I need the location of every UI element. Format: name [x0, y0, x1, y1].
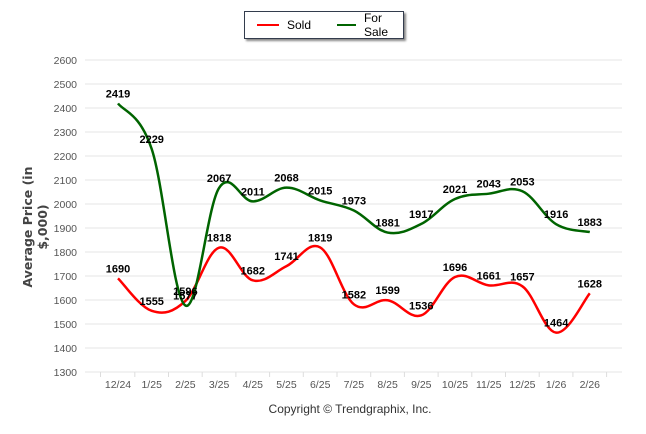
y-tick-label: 2200 — [54, 151, 78, 163]
data-label-for-sale: 2053 — [510, 176, 534, 188]
x-tick-label: 1/26 — [546, 379, 567, 391]
data-label-for-sale: 2011 — [241, 186, 265, 198]
x-tick-label: 10/25 — [442, 379, 468, 391]
series-lines — [116, 102, 591, 334]
data-label-sold: 1536 — [409, 300, 433, 312]
legend: Sold For Sale — [244, 11, 404, 39]
data-label-for-sale: 2068 — [274, 173, 298, 185]
x-tick-label: 3/25 — [209, 379, 230, 391]
copyright: Copyright © Trendgraphix, Inc. — [268, 402, 432, 416]
x-tick-label: 4/25 — [243, 379, 264, 391]
data-labels: 1690 1555 1596 1818 1682 1741 1819 1582 1599 1536… — [106, 88, 602, 329]
x-tick-label: 9/25 — [411, 379, 432, 391]
data-label-sold: 1582 — [342, 289, 366, 301]
x-tick-label: 11/25 — [476, 379, 502, 391]
data-label-sold: 1690 — [106, 263, 130, 275]
y-tick-label: 1500 — [54, 319, 78, 331]
y-tick-label: 2400 — [54, 103, 78, 115]
data-label-sold: 1741 — [274, 251, 298, 263]
data-label-for-sale: 2043 — [476, 179, 500, 191]
y-tick-label: 1300 — [54, 367, 78, 379]
data-label-sold: 1596 — [173, 286, 197, 298]
x-tick-label: 2/25 — [175, 379, 196, 391]
data-label-sold: 1696 — [443, 262, 467, 274]
data-label-sold: 1657 — [510, 271, 534, 283]
y-axis-label: Average Price (in $,000) — [20, 166, 50, 288]
y-tick-label: 1600 — [54, 295, 78, 307]
legend-label-for-sale: For Sale — [363, 11, 388, 39]
data-label-for-sale: 1973 — [342, 195, 366, 207]
data-label-for-sale: 2021 — [443, 184, 467, 196]
data-label-sold: 1464 — [544, 318, 569, 330]
x-tick-label: 5/25 — [276, 379, 297, 391]
sold-swatch — [257, 24, 279, 26]
data-label-sold: 1661 — [476, 270, 500, 282]
y-tick-label: 1400 — [54, 343, 78, 355]
data-label-for-sale: 2419 — [106, 88, 130, 100]
data-label-sold: 1819 — [308, 232, 332, 244]
gridlines — [85, 59, 622, 373]
data-label-sold: 1682 — [241, 265, 265, 277]
x-tick-label: 12/25 — [509, 379, 535, 391]
y-tick-label: 1700 — [54, 271, 78, 283]
x-tick-label: 7/25 — [344, 379, 365, 391]
data-label-sold: 1628 — [578, 278, 602, 290]
data-label-sold: 1555 — [139, 296, 163, 308]
legend-item-sold[interactable]: Sold — [257, 18, 311, 32]
y-tick-label: 2300 — [54, 127, 78, 139]
x-tick-label: 1/25 — [141, 379, 162, 391]
data-label-sold: 1599 — [375, 285, 399, 297]
data-label-sold: 1818 — [207, 233, 231, 245]
x-tick-label: 12/24 — [105, 379, 131, 391]
y-tick-label: 1900 — [54, 223, 78, 235]
y-axis-ticks: 1300 1400 1500 1600 1700 1800 1900 2000 2100 2200… — [54, 55, 78, 379]
series-line-for-sale — [116, 102, 591, 307]
y-tick-label: 1800 — [54, 247, 78, 259]
y-tick-label: 2100 — [54, 175, 78, 187]
y-tick-label: 2000 — [54, 199, 78, 211]
x-axis-ticks: 12/24 1/25 2/25 3/25 4/25 5/25 6/25 7/25 8/25 9/2… — [100, 372, 608, 391]
x-tick-label: 6/25 — [310, 379, 331, 391]
data-label-for-sale: 2067 — [207, 173, 231, 185]
data-label-for-sale: 1577 — [173, 291, 197, 303]
data-label-for-sale: 2015 — [308, 185, 332, 197]
data-label-for-sale: 1883 — [578, 217, 602, 229]
legend-item-for-sale[interactable]: For Sale — [337, 11, 403, 39]
data-label-for-sale: 1916 — [544, 209, 568, 221]
y-tick-label: 2500 — [54, 79, 78, 91]
x-tick-label: 2/26 — [580, 379, 601, 391]
data-label-for-sale: 2229 — [139, 134, 163, 146]
x-tick-label: 8/25 — [377, 379, 398, 391]
legend-label-sold: Sold — [287, 18, 312, 32]
y-tick-label: 2600 — [54, 55, 78, 67]
for-sale-swatch — [337, 24, 356, 26]
data-label-for-sale: 1881 — [375, 218, 399, 230]
data-label-for-sale: 1917 — [409, 209, 433, 221]
